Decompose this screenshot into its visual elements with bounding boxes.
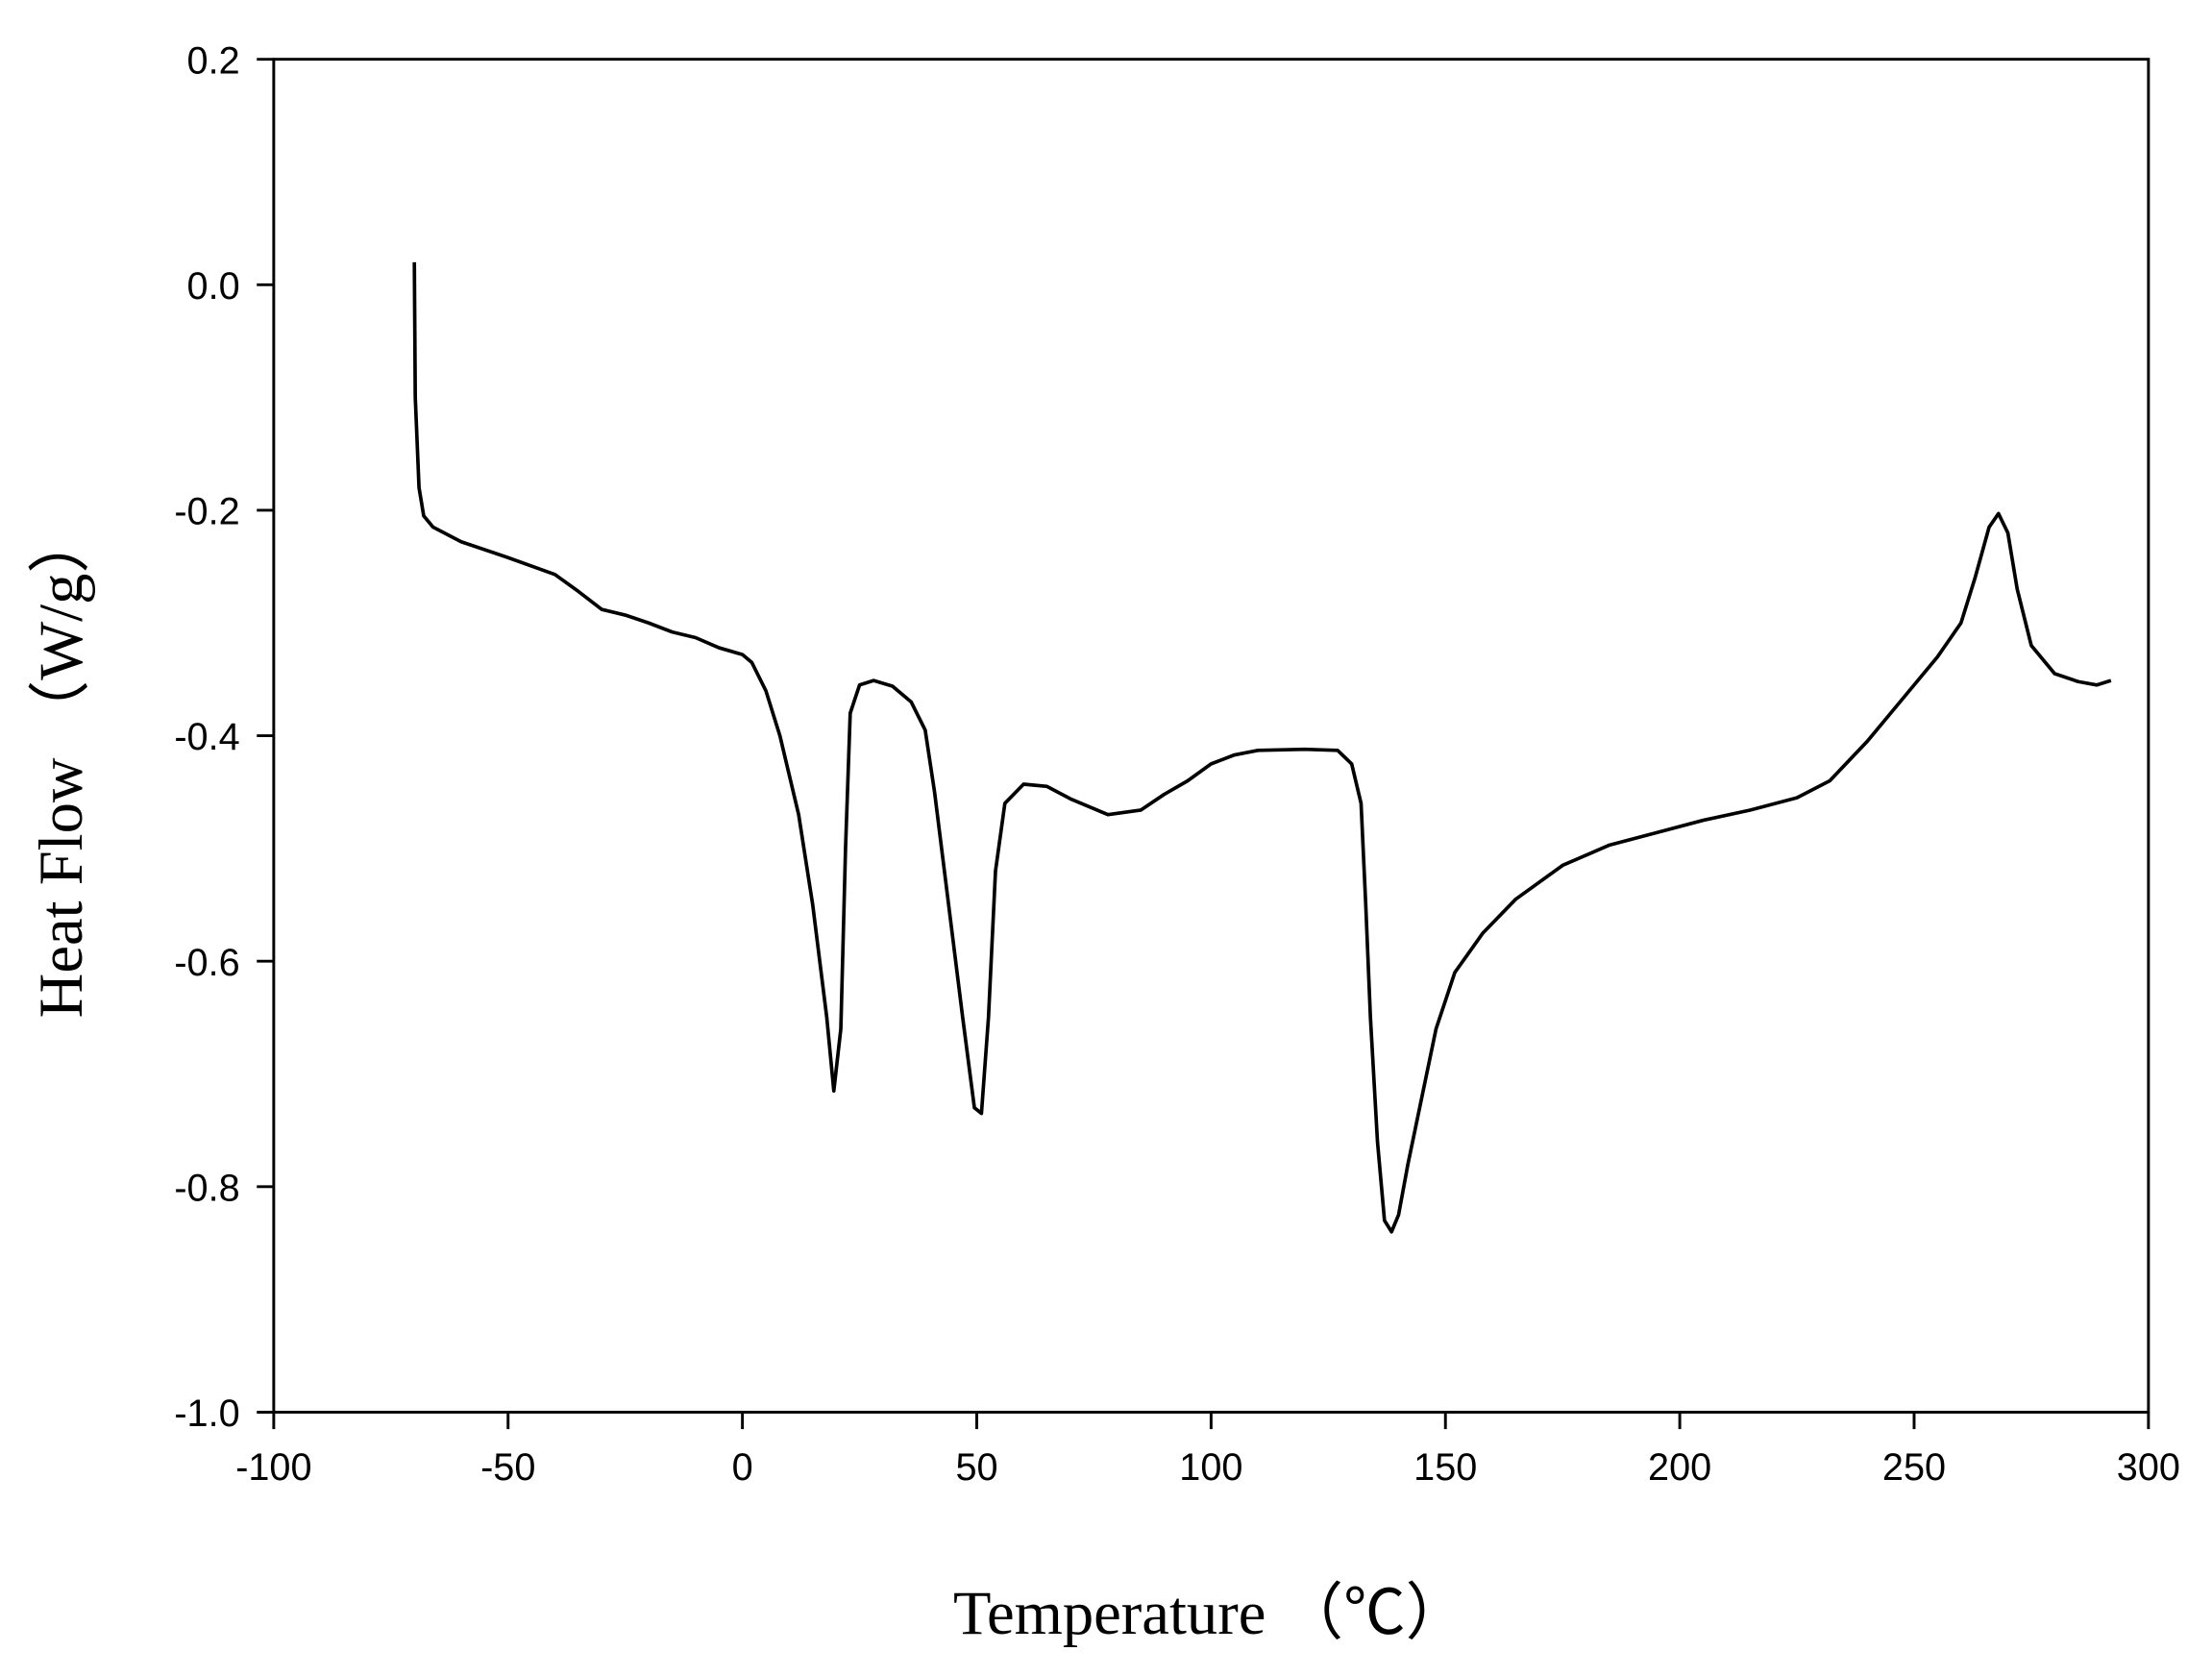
y-tick-label: -0.2 [174, 491, 239, 533]
y-axis-title: Heat Flow （W/g） [26, 511, 95, 1018]
x-tick-label: -50 [480, 1446, 535, 1489]
y-tick-label: -1.0 [174, 1393, 239, 1435]
x-tick-label: 100 [1179, 1446, 1242, 1489]
x-tick-label: 50 [955, 1446, 997, 1489]
x-tick-label: 200 [1648, 1446, 1711, 1489]
x-tick-label: -100 [235, 1446, 311, 1489]
x-tick-label: 250 [1882, 1446, 1946, 1489]
y-tick-label: -0.4 [174, 716, 239, 758]
x-tick-label: 300 [2117, 1446, 2180, 1489]
data-line [412, 261, 2112, 1234]
y-tick-label: 0.2 [187, 39, 240, 82]
y-tick-label: -0.8 [174, 1168, 239, 1210]
y-tick-label: 0.0 [187, 265, 240, 308]
x-tick-label: 150 [1413, 1446, 1477, 1489]
y-tick-label: -0.6 [174, 942, 239, 984]
x-axis-title: Temperature （℃） [953, 1578, 1467, 1647]
x-tick-label: 0 [732, 1446, 753, 1489]
